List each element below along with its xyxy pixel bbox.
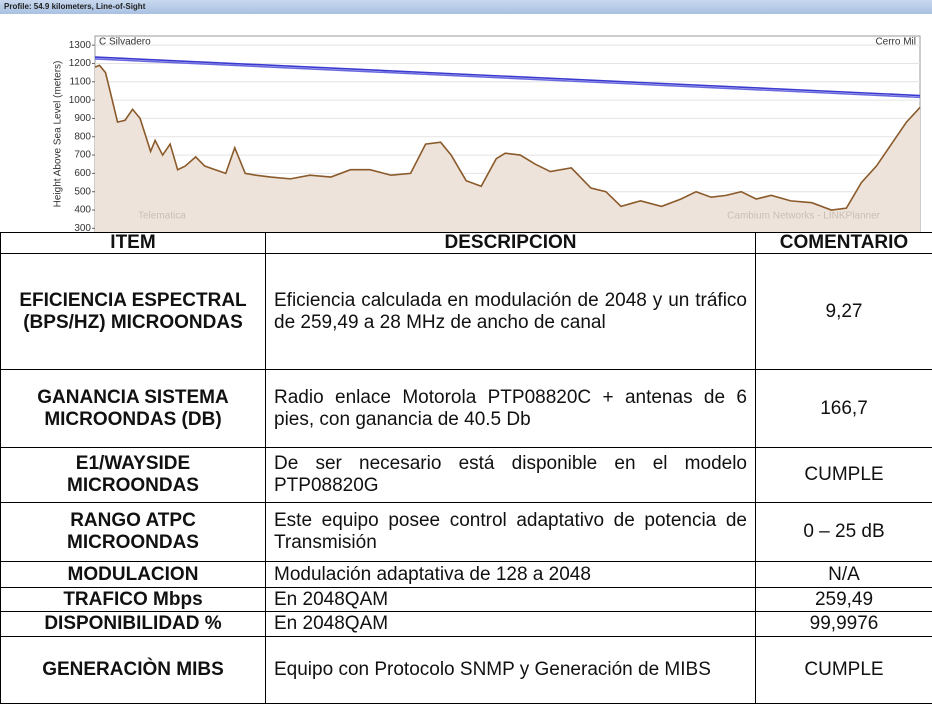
table-cell: TRAFICO Mbps (0, 587, 266, 612)
table-cell: 9,27 (755, 253, 932, 370)
table-cell: GANANCIA SISTEMA MICROONDAS (DB) (0, 369, 266, 448)
table-cell: Radio enlace Motorola PTP08820C + antena… (265, 369, 756, 448)
header-cell: ITEM (0, 232, 266, 254)
terrain-fill (95, 65, 920, 232)
watermark: Telematica (138, 211, 186, 222)
table-cell: E1/WAYSIDE MICROONDAS (0, 447, 266, 503)
profile-chart: 300 400 500 600 700 800 900 1000 1100 1200 1300 Hei… (53, 35, 921, 232)
header-cell: DESCRIPCION (265, 232, 756, 254)
y-tick-label: 900 (74, 113, 91, 124)
table-cell: Modulación adaptativa de 128 a 2048 (265, 561, 756, 588)
y-tick-label: 1200 (69, 58, 92, 69)
table-cell: En 2048QAM (265, 611, 756, 637)
table-cell: Este equipo posee control adaptativo de … (265, 502, 756, 562)
table-cell: GENERACIÒN MIBS (0, 636, 266, 704)
table-cell: 166,7 (755, 369, 932, 448)
y-tick-label: 400 (74, 205, 91, 216)
y-tick-label: 1300 (69, 40, 92, 51)
line-of-sight (94, 56, 921, 97)
table-cell: N/A (755, 561, 932, 588)
table-cell: 259,49 (755, 587, 932, 612)
watermark: Cambium Networks - LINKPlanner (727, 211, 880, 222)
table-row: GENERACIÒN MIBS Equipo con Protocolo SNMP… (0, 636, 932, 704)
table-cell: 99,9976 (755, 611, 932, 637)
y-tick-label: 600 (74, 168, 91, 179)
table-row: RANGO ATPC MICROONDAS Este equipo posee c… (0, 502, 932, 562)
table-cell: 0 – 25 dB (755, 502, 932, 562)
table-cell: Eficiencia calculada en modulación de 20… (265, 253, 756, 370)
table-row: DISPONIBILIDAD % En 2048QAM 99,9976 (0, 611, 932, 637)
table-cell: MODULACION (0, 561, 266, 588)
y-tick-label: 700 (74, 150, 91, 161)
table-row: MODULACION Modulación adaptativa de 128 a… (0, 561, 932, 588)
table-row: EFICIENCIA ESPECTRAL (BPS/HZ) MICROONDAS… (0, 253, 932, 370)
header-row: ITEM DESCRIPCION COMENTARIO (0, 232, 932, 254)
site-right: Cerro Mil (875, 37, 916, 48)
table-cell: DISPONIBILIDAD % (0, 611, 266, 637)
table-cell: De ser necesario está disponible en el m… (265, 447, 756, 503)
profile-header: Profile: 54.9 kilometers, Line-of-Sight (0, 0, 932, 14)
y-axis-label: Height Above Sea Level (meters) (53, 61, 64, 208)
table-body: ITEM DESCRIPCION COMENTARIO EFICIENCIA ESPE… (0, 232, 932, 704)
table-cell: RANGO ATPC MICROONDAS (0, 502, 266, 562)
table-cell: CUMPLE (755, 447, 932, 503)
table-cell: En 2048QAM (265, 587, 756, 612)
terrain-line (94, 64, 921, 211)
y-tick-label: 300 (74, 223, 91, 232)
table-cell: EFICIENCIA ESPECTRAL (BPS/HZ) MICROONDAS (0, 253, 266, 370)
y-tick-label: 1100 (69, 76, 91, 87)
y-tick-label: 500 (74, 186, 91, 197)
spec-table: ITEM DESCRIPCION COMENTARIO EFICIENCIA ESPE… (0, 232, 932, 704)
y-tick-label: 1000 (69, 95, 92, 106)
table-row: GANANCIA SISTEMA MICROONDAS (DB) Radio en… (0, 369, 932, 448)
y-tick-label: 800 (74, 131, 91, 142)
site-left: C Silvadero (99, 37, 151, 48)
table-cell: CUMPLE (755, 636, 932, 704)
table-row: E1/WAYSIDE MICROONDAS De ser necesario es… (0, 447, 932, 503)
header-cell: COMENTARIO (755, 232, 932, 254)
line-of-sight (94, 58, 921, 99)
table-row: TRAFICO Mbps En 2048QAM 259,49 (0, 587, 932, 612)
table-cell: Equipo con Protocolo SNMP y Generación d… (265, 636, 756, 704)
